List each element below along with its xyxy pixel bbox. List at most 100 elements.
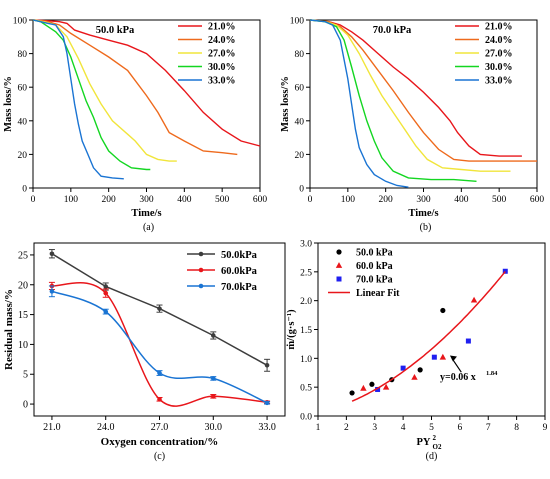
data-point — [264, 362, 270, 368]
x-tick-label: 400 — [177, 195, 192, 205]
data-point — [440, 307, 446, 314]
panel-title: 70.0 kPa — [373, 25, 412, 36]
x-tick-label: 200 — [379, 195, 394, 205]
data-point — [103, 309, 109, 314]
y-tick-label: 1.0 — [300, 355, 312, 365]
y-tick-label: 80 — [18, 50, 28, 60]
y-tick-label: 2.5 — [300, 268, 312, 278]
y-tick-label: 0 — [299, 185, 304, 195]
x-tick-label: 600 — [530, 195, 545, 205]
legend-label: 70.0 kPa — [356, 275, 393, 286]
legend-label: 60.0kPa — [221, 266, 258, 277]
legend-label: 24.0% — [208, 35, 236, 46]
x-tick-label: 0 — [31, 195, 36, 205]
data-point — [349, 390, 355, 396]
y-tick-label: 40 — [295, 117, 305, 127]
legend-label: 70.0kPa — [221, 282, 258, 293]
legend-label: Linear Fit — [356, 288, 400, 299]
data-point — [49, 251, 55, 257]
y-tick-label: 0 — [23, 400, 28, 411]
y-tick-label: 100 — [290, 17, 305, 27]
series-line-60.0kPa — [51, 281, 268, 407]
data-point — [360, 384, 367, 391]
legend-label: 60.0 kPa — [356, 261, 393, 272]
panel-caption: (a) — [143, 222, 154, 233]
legend-label: 30.0% — [485, 62, 513, 73]
y-tick-label: 3.0 — [300, 240, 312, 250]
x-tick-label: 100 — [341, 195, 356, 205]
x-tick-label: 3 — [372, 423, 377, 433]
legend-label: 30.0% — [208, 62, 236, 73]
y-tick-label: 100 — [13, 17, 28, 27]
series-line-21.0% — [32, 19, 261, 147]
x-tick-label: 0 — [308, 195, 313, 205]
series-line-27.0% — [32, 19, 177, 162]
data-point — [375, 386, 381, 392]
y-tick-label: 0 — [22, 185, 27, 195]
x-tick-label: 5 — [429, 423, 434, 433]
x-tick-label: 300 — [139, 195, 154, 205]
fit-line — [351, 271, 506, 402]
x-axis-label: Time/s — [408, 208, 438, 219]
legend-label: 50.0kPa — [221, 250, 258, 261]
y-axis-label: Mass loss/% — [3, 76, 14, 132]
y-tick-label: 10 — [18, 340, 28, 351]
y-tick-label: 20 — [295, 151, 305, 161]
y-tick-label: 60 — [295, 84, 305, 94]
series-line-33.0% — [32, 19, 124, 180]
x-tick-label: 33.0 — [258, 422, 276, 433]
y-tick-label: 20 — [18, 151, 28, 161]
series-line-30.0% — [309, 19, 477, 182]
x-axis-label: Time/s — [131, 208, 161, 219]
legend-marker — [336, 276, 342, 282]
x-tick-label: 4 — [401, 423, 406, 433]
series-line-24.0% — [309, 19, 537, 162]
fit-equation-exponent: 1.84 — [486, 370, 498, 377]
arrow-head — [449, 355, 457, 362]
data-point — [157, 370, 162, 376]
chart-panel-c: 21.0 24.0 27.0 30.0 33.0 0 5 10 15 20 25 50.0kPa 60.… — [3, 242, 286, 462]
x-tick-label: 200 — [102, 195, 117, 205]
y-tick-label: 0.5 — [300, 384, 312, 394]
legend-marker — [198, 283, 204, 289]
data-point — [103, 284, 109, 289]
chart-panel-b: 0 100 200 300 400 500 600 0 20 40 60 80 100 21.0% 24.0… — [280, 17, 544, 234]
y-tick-label: 0.0 — [300, 413, 312, 423]
x-axis-label-sub: O2 — [433, 443, 442, 451]
y-tick-label: 2.0 — [300, 297, 312, 307]
x-tick-label: 500 — [492, 195, 507, 205]
data-point — [470, 296, 478, 303]
data-point — [103, 290, 109, 296]
data-point — [210, 376, 216, 381]
y-axis-label: Residual mass/% — [3, 289, 15, 370]
x-axis-label-sup: 2 — [433, 434, 437, 442]
x-tick-label: 30.0 — [205, 422, 223, 433]
x-tick-label: 500 — [215, 195, 230, 205]
x-tick-label: 2 — [344, 423, 349, 433]
x-tick-label: 300 — [416, 195, 431, 205]
panel-caption: (c) — [154, 451, 165, 462]
x-tick-label: 400 — [454, 195, 469, 205]
data-point — [210, 394, 216, 399]
fit-equation: y=0.06 x — [440, 372, 476, 383]
x-tick-label: 8 — [514, 423, 519, 433]
data-point — [157, 306, 162, 311]
legend-marker — [198, 267, 204, 273]
legend-marker — [198, 251, 204, 257]
series-line-24.0% — [32, 19, 238, 156]
legend-label: 21.0% — [208, 22, 236, 33]
x-tick-label: 600 — [253, 195, 268, 205]
y-tick-label: 1.5 — [300, 326, 312, 336]
y-tick-label: 80 — [295, 50, 305, 60]
x-tick-label: 27.0 — [151, 422, 169, 433]
x-axis-label: PY — [417, 437, 431, 448]
x-tick-label: 6 — [458, 423, 463, 433]
data-point — [431, 354, 437, 360]
data-point — [400, 365, 406, 371]
legend-marker — [335, 262, 343, 268]
y-tick-label: 25 — [18, 250, 28, 261]
data-point — [465, 338, 471, 344]
data-point — [264, 400, 270, 406]
series-line-27.0% — [309, 19, 511, 172]
x-tick-label: 7 — [486, 423, 491, 433]
